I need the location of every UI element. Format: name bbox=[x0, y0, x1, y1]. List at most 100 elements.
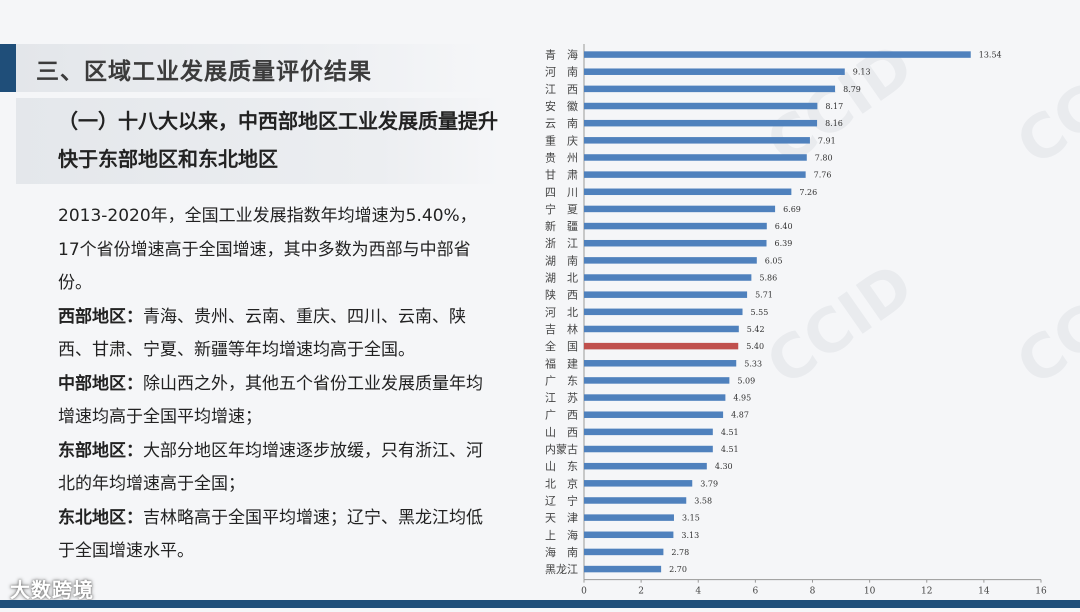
northeast-label: 东北地区： bbox=[58, 507, 143, 528]
category-label: 重 庆 bbox=[545, 133, 578, 147]
bar bbox=[584, 325, 739, 333]
bar bbox=[584, 205, 776, 213]
bar bbox=[584, 480, 693, 487]
bar bbox=[584, 102, 818, 110]
bar-chart: 青 海 13.54 河 南 9.13 江 西 8.79 安 徽 8.17 云 南 8.16 重 庆 7… bbox=[528, 40, 1080, 608]
category-label: 安 徽 bbox=[545, 99, 578, 113]
category-label: 内蒙古 bbox=[545, 442, 578, 456]
bar bbox=[584, 291, 748, 298]
east-label: 东部地区： bbox=[58, 440, 143, 461]
bar bbox=[584, 548, 664, 556]
bar bbox=[584, 428, 713, 436]
data-label: 3.79 bbox=[700, 479, 718, 488]
central-text: 除山西之外，其他五个省份工业发展质量年均增速均高于全国平均增速； bbox=[58, 373, 483, 428]
data-label: 5.33 bbox=[744, 359, 762, 368]
bar bbox=[584, 565, 662, 573]
x-tick-label: 2 bbox=[638, 587, 644, 597]
title-accent-bar bbox=[0, 44, 16, 92]
brand-logo: 大数跨境 bbox=[10, 578, 94, 602]
central-paragraph: 中部地区：除山西之外，其他五个省份工业发展质量年均增速均高于全国平均增速； bbox=[58, 368, 488, 435]
x-tick-label: 16 bbox=[1035, 587, 1047, 597]
category-label: 海 南 bbox=[545, 545, 578, 559]
category-label: 天 津 bbox=[545, 512, 578, 525]
bar bbox=[584, 377, 730, 384]
bar bbox=[584, 531, 674, 539]
section-title: 三、区域工业发展质量评价结果 bbox=[36, 59, 372, 85]
category-label: 云 南 bbox=[545, 117, 578, 130]
bar bbox=[584, 239, 767, 247]
northeast-paragraph: 东北地区：吉林略高于全国平均增速；辽宁、黑龙江均低于全国增速水平。 bbox=[58, 502, 488, 569]
x-tick-label: 4 bbox=[695, 587, 701, 597]
bar bbox=[584, 119, 818, 127]
data-label: 4.30 bbox=[715, 462, 733, 471]
x-tick-label: 12 bbox=[921, 587, 932, 597]
bar bbox=[584, 51, 971, 58]
data-label: 3.13 bbox=[681, 531, 699, 540]
data-label: 4.51 bbox=[721, 445, 739, 454]
west-paragraph: 西部地区：青海、贵州、云南、重庆、四川、云南、陕西、甘肃、宁夏、新疆等年均增速均… bbox=[58, 301, 488, 368]
bar bbox=[584, 308, 743, 316]
data-label: 6.39 bbox=[775, 239, 793, 248]
bar bbox=[584, 154, 807, 161]
data-label: 3.58 bbox=[694, 496, 712, 505]
data-label: 4.95 bbox=[733, 394, 751, 403]
bar-chart-svg: 青 海 13.54 河 南 9.13 江 西 8.79 安 徽 8.17 云 南 8.16 重 庆 7… bbox=[545, 44, 1047, 597]
category-label: 福 建 bbox=[545, 356, 578, 370]
bar bbox=[584, 394, 726, 401]
bar bbox=[584, 342, 739, 350]
category-label: 江 西 bbox=[545, 83, 578, 96]
category-label: 河 南 bbox=[545, 66, 578, 79]
bar bbox=[584, 462, 707, 470]
category-label: 宁 夏 bbox=[545, 202, 578, 216]
bar bbox=[584, 360, 737, 367]
bar bbox=[584, 411, 724, 418]
bar bbox=[584, 68, 845, 75]
bar bbox=[584, 222, 767, 230]
data-label: 4.87 bbox=[731, 411, 749, 420]
data-label: 2.78 bbox=[671, 548, 689, 557]
bar bbox=[584, 188, 792, 196]
category-label: 山 东 bbox=[545, 460, 578, 473]
bottom-bar bbox=[0, 600, 1080, 608]
northeast-text: 吉林略高于全国平均增速；辽宁、黑龙江均低于全国增速水平。 bbox=[58, 507, 483, 562]
data-label: 9.13 bbox=[853, 68, 871, 77]
category-label: 湖 南 bbox=[545, 254, 578, 267]
data-label: 7.26 bbox=[799, 188, 817, 197]
bar bbox=[584, 85, 836, 93]
bar bbox=[584, 497, 687, 504]
category-label: 湖 北 bbox=[545, 272, 578, 285]
data-label: 5.86 bbox=[759, 274, 777, 283]
category-label: 甘 肃 bbox=[545, 169, 578, 182]
data-label: 2.70 bbox=[669, 565, 687, 574]
category-label: 全 国 bbox=[545, 339, 578, 353]
x-tick-label: 10 bbox=[864, 587, 876, 597]
data-label: 5.71 bbox=[755, 291, 773, 300]
category-label: 河 北 bbox=[545, 306, 578, 319]
category-label: 北 京 bbox=[545, 476, 578, 490]
category-label: 上 海 bbox=[545, 528, 578, 542]
subtitle-band bbox=[16, 98, 500, 184]
data-label: 6.40 bbox=[775, 222, 793, 231]
category-label: 四 川 bbox=[545, 186, 578, 199]
data-label: 8.79 bbox=[843, 85, 861, 94]
category-label: 广 东 bbox=[545, 374, 578, 387]
body-text: 2013-2020年，全国工业发展指数年均增速为5.40%，17个省份增速高于全… bbox=[58, 200, 488, 569]
east-paragraph: 东部地区：大部分地区年均增速逐步放缓，只有浙江、河北的年均增速高于全国； bbox=[58, 435, 488, 502]
data-label: 8.16 bbox=[825, 119, 843, 128]
data-label: 7.80 bbox=[815, 153, 833, 162]
data-label: 5.55 bbox=[751, 308, 769, 317]
category-label: 广 西 bbox=[545, 409, 578, 422]
bar bbox=[584, 171, 806, 178]
central-label: 中部地区： bbox=[58, 373, 143, 394]
bar bbox=[584, 445, 713, 453]
bar bbox=[584, 514, 674, 521]
x-tick-label: 0 bbox=[581, 587, 587, 597]
x-tick-label: 6 bbox=[753, 587, 759, 597]
data-label: 5.40 bbox=[746, 342, 764, 351]
bar bbox=[584, 257, 757, 264]
category-label: 新 疆 bbox=[545, 219, 578, 233]
x-tick-label: 14 bbox=[978, 587, 990, 597]
sub-title: （一）十八大以来，中西部地区工业发展质量提升快于东部地区和东北地区 bbox=[58, 109, 498, 171]
west-text: 青海、贵州、云南、重庆、四川、云南、陕西、甘肃、宁夏、新疆等年均增速均高于全国。 bbox=[58, 306, 466, 361]
category-label: 陕 西 bbox=[545, 288, 578, 302]
